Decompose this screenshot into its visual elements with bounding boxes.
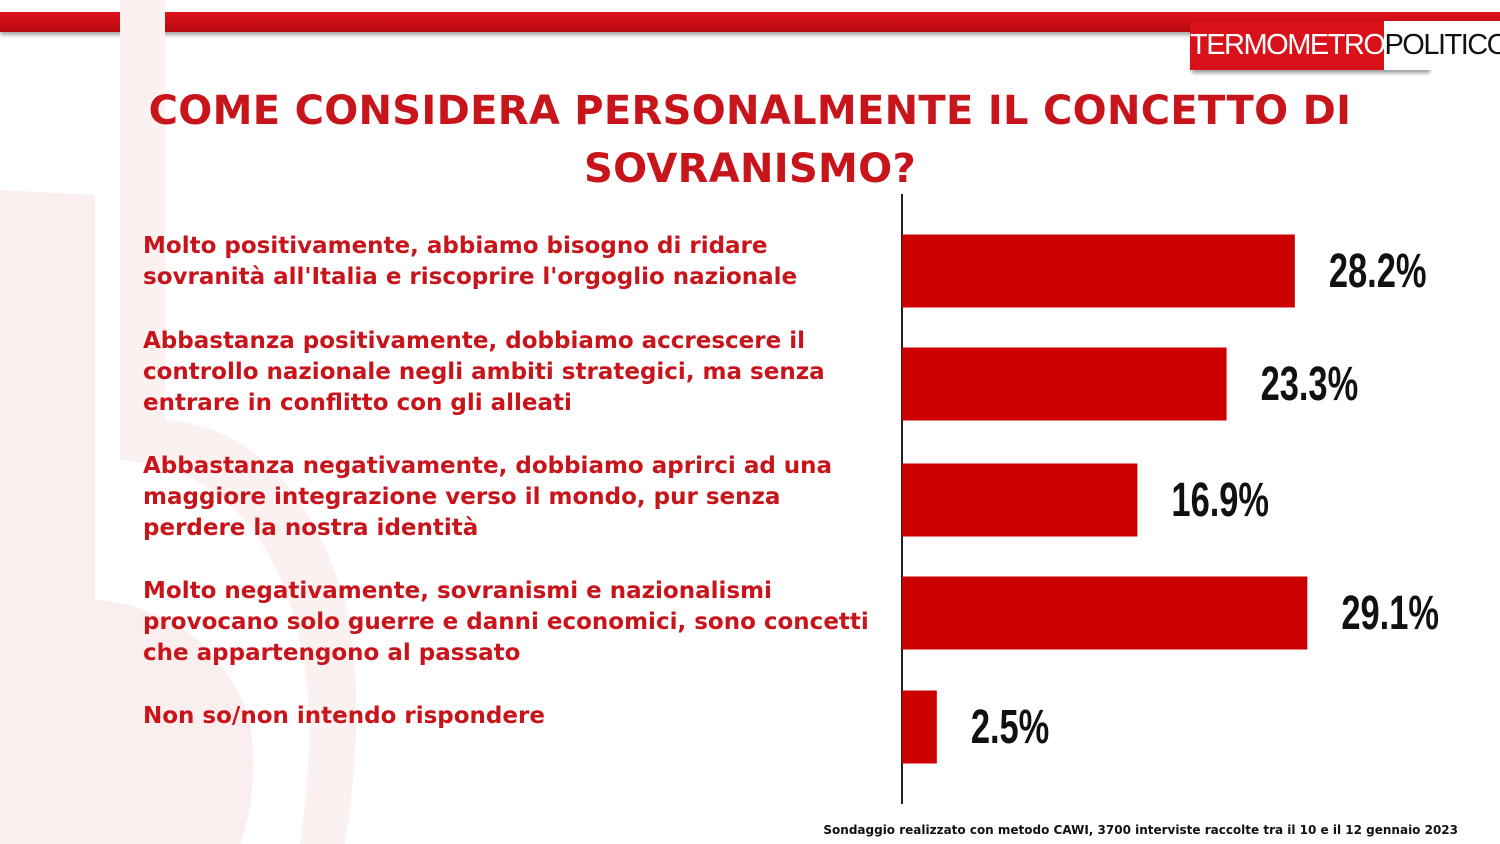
category-label-5: Non so/non intendo rispondere <box>143 703 545 729</box>
bar-value-label-5: 2.5% <box>971 699 1049 753</box>
bar-1 <box>902 234 1295 308</box>
category-label-4: Molto negativamente, sovranismi e nazion… <box>143 578 869 666</box>
chart-title: COME CONSIDERA PERSONALMENTE IL CONCETTO… <box>148 88 1352 192</box>
category-label-3: Abbastanza negativamente, dobbiamo aprir… <box>143 453 833 541</box>
bar-value-label-1: 28.2% <box>1329 243 1427 297</box>
category-label-1: Molto positivamente, abbiamo bisogno di … <box>143 233 798 290</box>
bar-value-label-4: 29.1% <box>1341 585 1439 639</box>
bar-5 <box>902 690 937 764</box>
bar-value-label-2: 23.3% <box>1261 356 1359 410</box>
brand-logo: TERMOMETRO POLITICO <box>1190 21 1500 70</box>
top-red-bar <box>0 12 1500 32</box>
bar-3 <box>902 463 1138 537</box>
logo-text-politico: POLITICO <box>1384 21 1500 70</box>
bar-2 <box>902 347 1227 421</box>
category-label-2: Abbastanza positivamente, dobbiamo accre… <box>143 328 825 416</box>
bar-4 <box>902 576 1308 650</box>
logo-text-termometro: TERMOMETRO <box>1190 21 1386 70</box>
bar-value-label-3: 16.9% <box>1171 472 1269 526</box>
survey-footnote: Sondaggio realizzato con metodo CAWI, 37… <box>823 823 1458 837</box>
